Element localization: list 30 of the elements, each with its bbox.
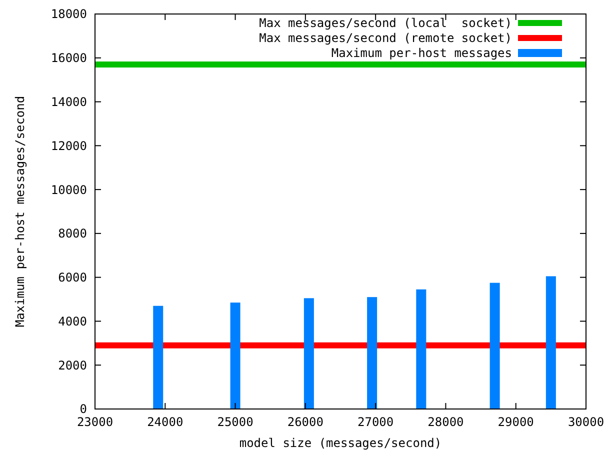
y-tick-label: 18000 (50, 7, 87, 22)
bar (546, 276, 556, 409)
y-tick-label: 0 (80, 402, 87, 416)
x-tick-label: 23000 (76, 415, 114, 429)
x-axis-title: model size (messages/second) (239, 436, 442, 450)
bar (304, 298, 314, 409)
x-tick-label: 26000 (287, 415, 324, 429)
y-tick-label: 12000 (50, 138, 87, 153)
legend-label: Max messages/second (remote socket) (259, 31, 512, 46)
text: Max messages/second (local socket) (259, 16, 512, 30)
y-tick-label: 16000 (50, 51, 87, 66)
bar (367, 297, 378, 409)
y-tick-label: 6000 (58, 270, 87, 285)
y-tick-label: 2000 (58, 358, 87, 372)
x-tick-label: 30000 (568, 415, 604, 429)
y-tick-label: 14000 (50, 94, 87, 109)
y-tick-label: 10000 (50, 182, 87, 197)
x-tick-label: 29000 (498, 415, 534, 429)
y-tick-label: 4000 (58, 314, 87, 328)
y-axis-title: Maximum per-host messages/second (13, 96, 27, 328)
bar (416, 289, 426, 409)
x-tick-label: 25000 (217, 415, 254, 429)
x-tick-label: 28000 (428, 415, 464, 429)
bar (230, 302, 240, 409)
x-tick-label: 27000 (358, 415, 394, 429)
legend-label: Maximum per-host messages (331, 46, 512, 60)
y-tick-label: 8000 (58, 226, 87, 241)
bar (490, 282, 500, 409)
bar (153, 306, 164, 409)
x-tick-label: 24000 (147, 415, 184, 429)
